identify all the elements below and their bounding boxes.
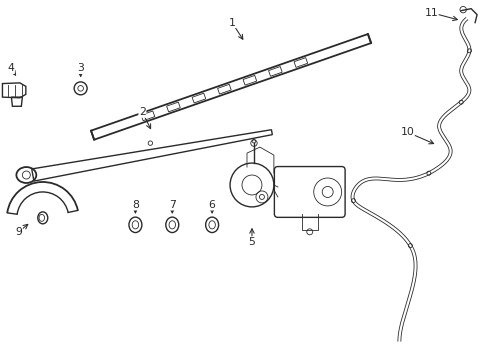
Text: 2: 2: [139, 107, 145, 117]
Text: 6: 6: [208, 200, 215, 210]
Circle shape: [467, 49, 470, 53]
Circle shape: [458, 100, 462, 104]
Text: 8: 8: [132, 200, 139, 210]
Text: 7: 7: [168, 200, 175, 210]
Text: 4: 4: [7, 63, 14, 73]
Text: 3: 3: [77, 63, 84, 73]
Text: 9: 9: [16, 227, 22, 237]
Circle shape: [407, 244, 411, 248]
Circle shape: [426, 171, 430, 175]
Text: 10: 10: [400, 127, 413, 137]
Text: 11: 11: [424, 8, 437, 18]
Text: 5: 5: [248, 237, 255, 247]
Text: 1: 1: [228, 18, 235, 28]
Circle shape: [351, 199, 355, 203]
